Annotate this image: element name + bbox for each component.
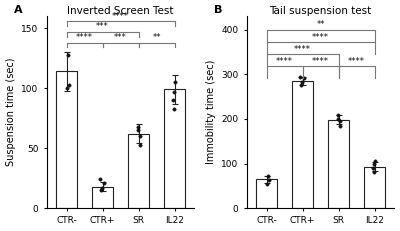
Y-axis label: Suspension time (sec): Suspension time (sec) bbox=[6, 58, 16, 167]
Point bbox=[298, 84, 304, 87]
Point bbox=[370, 166, 376, 170]
Bar bbox=[128, 134, 149, 208]
Point bbox=[64, 86, 70, 90]
Point bbox=[135, 128, 142, 132]
Point bbox=[97, 177, 103, 181]
Point bbox=[370, 170, 377, 173]
Text: **: ** bbox=[316, 20, 325, 29]
Point bbox=[337, 119, 343, 123]
Point bbox=[98, 186, 105, 190]
Point bbox=[371, 163, 378, 166]
Point bbox=[372, 159, 378, 163]
Title: Inverted Screen Test: Inverted Screen Test bbox=[67, 6, 174, 15]
Y-axis label: Immobility time (sec): Immobility time (sec) bbox=[206, 60, 216, 164]
Point bbox=[171, 90, 178, 94]
Bar bbox=[164, 89, 186, 208]
Point bbox=[265, 174, 271, 178]
Point bbox=[172, 80, 178, 84]
Text: ****: **** bbox=[276, 57, 293, 66]
Text: ***: *** bbox=[96, 22, 109, 31]
Point bbox=[265, 179, 272, 182]
Text: ****: **** bbox=[312, 33, 329, 42]
Point bbox=[137, 143, 144, 146]
Bar bbox=[328, 120, 349, 208]
Point bbox=[334, 113, 341, 117]
Point bbox=[298, 80, 305, 84]
Text: ***: *** bbox=[114, 33, 127, 42]
Point bbox=[335, 117, 342, 121]
Point bbox=[98, 188, 104, 192]
Text: A: A bbox=[14, 5, 23, 15]
Point bbox=[137, 134, 143, 138]
Point bbox=[134, 125, 141, 128]
Bar bbox=[292, 81, 313, 208]
Point bbox=[301, 76, 308, 80]
Point bbox=[297, 75, 303, 78]
Text: ****: **** bbox=[312, 57, 329, 66]
Text: ****: **** bbox=[348, 57, 365, 66]
Point bbox=[65, 83, 72, 86]
Point bbox=[65, 53, 71, 57]
Bar bbox=[364, 167, 386, 208]
Text: ****: **** bbox=[112, 12, 129, 21]
Point bbox=[264, 182, 270, 185]
Text: **: ** bbox=[152, 33, 161, 42]
Bar bbox=[92, 187, 113, 208]
Text: B: B bbox=[214, 5, 222, 15]
Text: ****: **** bbox=[76, 33, 93, 42]
Point bbox=[101, 181, 108, 185]
Bar bbox=[56, 71, 77, 208]
Point bbox=[170, 98, 176, 102]
Point bbox=[170, 107, 177, 110]
Title: Tail suspension test: Tail suspension test bbox=[270, 6, 372, 15]
Point bbox=[337, 124, 344, 128]
Text: ****: **** bbox=[294, 45, 311, 54]
Bar bbox=[256, 179, 277, 208]
